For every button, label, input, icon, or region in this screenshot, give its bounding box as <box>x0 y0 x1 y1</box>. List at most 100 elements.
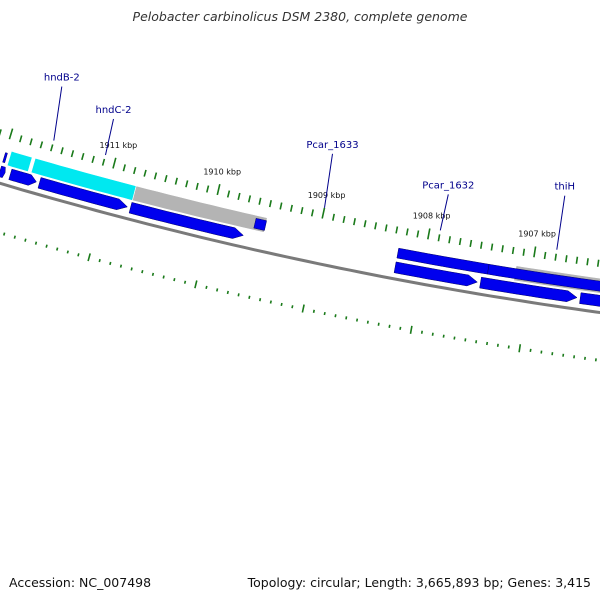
minor-tick <box>332 213 335 221</box>
inner-tick <box>248 295 251 299</box>
inner-tick <box>34 241 38 245</box>
inner-tick <box>464 338 467 342</box>
minor-tick <box>237 192 241 200</box>
inner-tick <box>366 320 369 324</box>
inner-tick <box>356 318 359 322</box>
inner-tick <box>109 261 112 266</box>
minor-tick <box>206 185 210 193</box>
gene-feature <box>128 202 244 239</box>
accession-label: Accession: NC_007498 <box>9 575 152 590</box>
major-tick <box>321 207 326 219</box>
minor-tick <box>596 259 600 267</box>
inner-tick <box>453 336 456 340</box>
minor-tick <box>469 239 473 248</box>
minor-tick <box>511 246 515 255</box>
minor-tick <box>258 197 262 205</box>
minor-tick <box>448 236 451 244</box>
minor-tick <box>29 138 33 146</box>
minor-tick <box>363 220 367 228</box>
inner-tick <box>87 253 91 262</box>
minor-tick <box>195 182 199 190</box>
minor-tick <box>143 169 147 177</box>
minor-tick <box>405 228 409 236</box>
minor-tick <box>353 218 356 226</box>
tick-label: 1911 kbp <box>100 141 138 150</box>
inner-tick <box>237 293 240 297</box>
inner-tick <box>345 316 348 320</box>
minor-tick <box>268 200 272 208</box>
inner-tick <box>312 309 315 313</box>
inner-tick <box>442 334 445 338</box>
genome-backbone <box>0 181 600 315</box>
minor-tick <box>289 204 293 212</box>
inner-tick <box>77 253 80 257</box>
gene-feature <box>8 168 37 186</box>
inner-tick <box>323 311 326 316</box>
inner-tick <box>291 305 294 309</box>
inner-tick <box>507 345 510 349</box>
minor-tick <box>247 195 252 203</box>
inner-tick <box>162 275 165 279</box>
inner-tick <box>205 285 208 289</box>
highlight-region <box>6 150 33 173</box>
gene-feature <box>0 165 6 179</box>
tick-label: 1908 kbp <box>413 212 451 221</box>
inner-tick <box>431 332 434 336</box>
minor-tick <box>586 258 589 266</box>
inner-tick <box>141 269 144 274</box>
minor-tick <box>0 129 2 136</box>
inner-tick <box>13 235 16 239</box>
minor-tick <box>575 256 579 264</box>
inner-tick <box>45 244 48 248</box>
minor-tick <box>300 207 304 215</box>
minor-tick <box>374 222 378 230</box>
inner-tick <box>98 258 101 263</box>
inner-tick <box>259 298 262 302</box>
minor-tick <box>437 234 441 242</box>
gene-leader-line <box>556 195 566 250</box>
inner-tick <box>399 326 402 330</box>
inner-tick <box>151 272 155 276</box>
inner-tick <box>130 267 133 271</box>
gene-label: Pcar_1633 <box>306 140 358 151</box>
inner-tick <box>420 330 423 334</box>
gene-leader-line <box>105 118 114 156</box>
inner-tick <box>529 348 532 353</box>
minor-tick <box>480 241 483 249</box>
gene-label: Pcar_1632 <box>422 180 474 191</box>
minor-tick <box>133 166 137 175</box>
minor-tick <box>226 190 231 198</box>
map-title: Pelobacter carbinolicus DSM 2380, comple… <box>132 9 468 24</box>
inner-tick <box>486 341 489 346</box>
inner-tick <box>173 278 176 282</box>
inner-tick <box>377 322 380 326</box>
minor-tick <box>543 251 547 260</box>
inner-tick <box>194 280 198 289</box>
inner-tick <box>183 280 187 284</box>
genome-summary: Topology: circular; Length: 3,665,893 bp… <box>247 575 591 590</box>
minor-tick <box>490 243 494 251</box>
inner-tick <box>216 288 219 292</box>
minor-tick <box>185 180 189 188</box>
inner-tick <box>475 340 478 344</box>
minor-tick <box>565 255 568 263</box>
inner-tick <box>409 325 413 334</box>
gene-leader-line <box>439 194 449 231</box>
minor-tick <box>395 226 399 234</box>
major-tick <box>112 157 117 169</box>
minor-tick <box>81 152 85 161</box>
minor-tick <box>91 155 95 164</box>
gene-leader-line <box>324 153 333 208</box>
tick-label: 1910 kbp <box>203 168 241 177</box>
inner-tick <box>56 247 59 251</box>
inner-tick <box>24 238 27 242</box>
minor-tick <box>39 141 44 149</box>
major-tick <box>8 128 14 140</box>
inner-tick <box>388 324 391 328</box>
inner-tick <box>226 290 229 295</box>
gene-feature <box>487 264 600 292</box>
inner-tick <box>280 302 283 307</box>
gene-feature <box>2 152 8 164</box>
inner-tick <box>3 232 6 236</box>
